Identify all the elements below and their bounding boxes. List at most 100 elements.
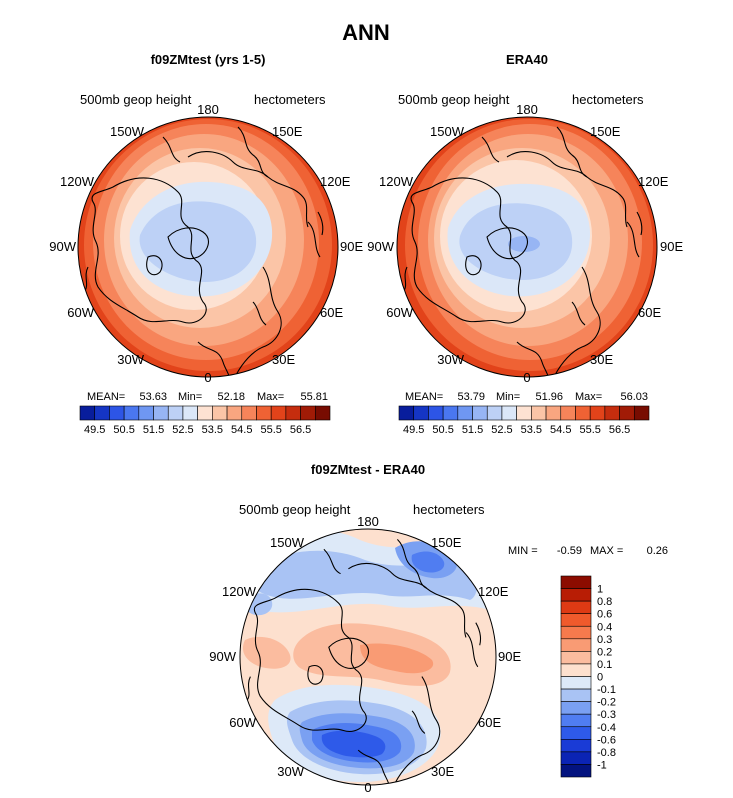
colorbar-swatch: [560, 651, 592, 665]
colorbar-tick-label: 50.5: [432, 424, 453, 436]
colorbar-swatch: [123, 405, 140, 421]
lon-label: 90W: [209, 649, 236, 664]
colorbar-swatch: [560, 726, 592, 740]
panel-reference-border: [396, 116, 658, 378]
lon-label: 120E: [320, 174, 351, 189]
colorbar-swatch: [212, 405, 228, 421]
map-contour-low: [139, 201, 257, 282]
diff-minimum: [321, 730, 386, 758]
colorbar-swatch: [457, 405, 473, 421]
colorbar-swatch: [560, 575, 592, 589]
colorbar-swatch: [560, 739, 592, 753]
colorbar-swatch: [138, 405, 154, 421]
colorbar-swatch: [428, 405, 444, 421]
colorbar-swatch: [545, 405, 562, 421]
panel-model-units: hectometers: [254, 92, 326, 107]
lon-label: 90W: [49, 239, 76, 254]
diff-positive-region: [242, 636, 291, 669]
colorbar-tick-label: 54.5: [231, 424, 252, 436]
stat-value: 55.81: [300, 391, 328, 403]
stat-label: Max=: [575, 391, 602, 403]
panel-reference-map: [397, 117, 657, 377]
colorbar-swatch: [182, 405, 198, 421]
lon-label: 120E: [638, 174, 669, 189]
colorbar-swatch: [516, 405, 532, 421]
lon-label: 30E: [272, 352, 295, 367]
colorbar-swatch: [270, 405, 287, 421]
panel-reference-units: hectometers: [572, 92, 644, 107]
panel-model-map: [78, 117, 338, 377]
lon-label: 150W: [110, 124, 145, 139]
colorbar-swatch: [589, 405, 606, 421]
colorbar-swatch: [285, 405, 301, 421]
colorbar-swatch: [94, 405, 110, 421]
colorbar-swatch: [560, 638, 592, 652]
stat-value: 0.26: [647, 545, 668, 557]
colorbar-tick-label: 51.5: [462, 424, 483, 436]
panel-model-lon-labels: 180 150E 120E 90E 60E 30E 0 30W 60W 90W …: [49, 102, 363, 385]
colorbar-tick-label: 0.4: [597, 621, 612, 633]
panel-model-border: [77, 116, 339, 378]
colorbar-tick-label: 55.5: [260, 424, 281, 436]
colorbar-tick-label: -0.3: [597, 709, 616, 721]
colorbar-tick-label: 49.5: [84, 424, 105, 436]
colorbar-swatch: [604, 405, 620, 421]
colorbar-swatch: [300, 405, 316, 421]
colorbar-swatch: [241, 405, 257, 421]
colorbar-swatch: [560, 688, 592, 702]
colorbar-tick-label: 0.6: [597, 609, 612, 621]
lon-label: 60E: [478, 715, 501, 730]
colorbar-swatch: [413, 405, 429, 421]
stat-value: 51.96: [535, 391, 563, 403]
colorbar-swatch: [560, 676, 592, 690]
stat-value: 53.63: [139, 391, 167, 403]
diff-negative-core: [411, 551, 445, 573]
panel-difference-map: [240, 529, 496, 785]
lon-label: 30E: [431, 764, 454, 779]
colorbar-tick-label: 51.5: [143, 424, 164, 436]
colorbar-swatch: [109, 405, 125, 421]
colorbar-swatch: [442, 405, 459, 421]
colorbar-swatch: [486, 405, 503, 421]
colorbar-tick-label: -0.1: [597, 684, 616, 696]
stat-label: MEAN=: [405, 391, 443, 403]
lon-label: 0: [523, 370, 530, 385]
colorbar-swatch: [560, 405, 576, 421]
panel-reference-lon-labels: 180 150E 120E 90E 60E 30E 0 30W 60W 90W …: [367, 102, 683, 385]
panel-reference-stats: MEAN= 53.79 Min= 51.96 Max= 56.03: [405, 391, 648, 403]
panel-difference-lon-labels: 180 150E 120E 90E 60E 30E 0 30W 60W 90W …: [209, 514, 521, 795]
colorbar-tick-label: 55.5: [579, 424, 600, 436]
lon-label: 30W: [117, 352, 144, 367]
lon-label: 150W: [270, 535, 305, 550]
lon-label: 90E: [660, 239, 683, 254]
colorbar-tick-label: 49.5: [403, 424, 424, 436]
colorbar-swatch: [501, 405, 517, 421]
colorbar-swatch: [314, 405, 331, 421]
panel-model-variable: 500mb geop height: [80, 92, 192, 107]
colorbar-tick-label: 0.3: [597, 634, 612, 646]
stat-value: 53.79: [457, 391, 485, 403]
colorbar-swatch: [226, 405, 243, 421]
lon-label: 60W: [229, 715, 256, 730]
lon-label: 0: [364, 780, 371, 795]
lon-label: 150E: [272, 124, 303, 139]
stat-value: -0.59: [557, 545, 582, 557]
lon-label: 120W: [379, 174, 414, 189]
colorbar-swatch: [560, 751, 592, 765]
lon-label: 60E: [320, 305, 343, 320]
colorbar-tick-label: -0.4: [597, 722, 616, 734]
panel-difference-variable: 500mb geop height: [239, 502, 351, 517]
colorbar-swatch: [619, 405, 635, 421]
panel-reference-colorbar: 49.5 50.5 51.5 52.5 53.5 54.5 55.5 56.5: [398, 405, 650, 436]
panel-model-colorbar: 49.5 50.5 51.5 52.5 53.5 54.5 55.5 56.5: [79, 405, 331, 436]
colorbar-swatch: [575, 405, 591, 421]
map-contour-min: [508, 236, 540, 252]
colorbar-tick-label: 56.5: [290, 424, 311, 436]
colorbar-swatch: [633, 405, 650, 421]
stat-label: MAX =: [590, 545, 623, 557]
lon-label: 30E: [590, 352, 613, 367]
colorbar-tick-label: 0: [597, 672, 603, 684]
colorbar-swatch: [256, 405, 272, 421]
panel-difference-title: f09ZMtest - ERA40: [311, 462, 425, 477]
lon-label: 180: [516, 102, 538, 117]
